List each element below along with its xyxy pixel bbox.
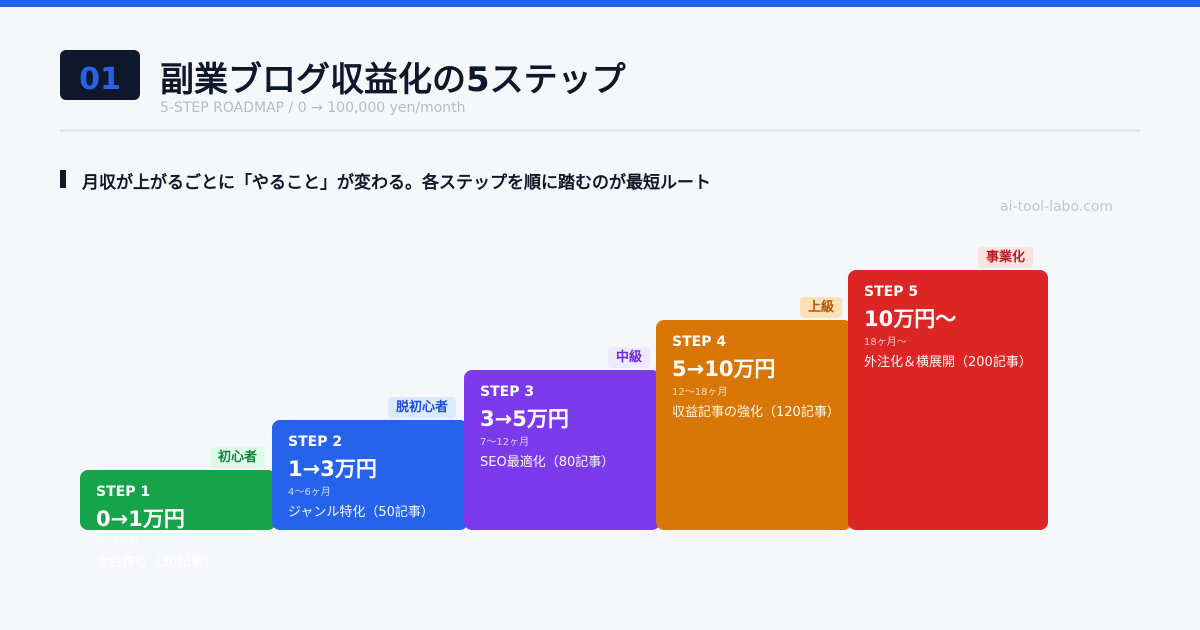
- site-url: ai-tool-labo.com: [1000, 199, 1114, 215]
- step-income-range: 0→1万円: [96, 507, 185, 531]
- lead-text: 月収が上がるごとに「やること」が変わる。各ステップを順に踏むのが最短ルート: [82, 173, 711, 193]
- step-label: STEP 4: [672, 334, 727, 350]
- section-number-badge: 01: [60, 50, 140, 100]
- level-badge-step-4: 上級: [800, 297, 843, 318]
- level-badge-step-3: 中級: [608, 347, 651, 368]
- step-4-block: STEP 4 5→10万円 12〜18ヶ月 収益記事の強化（120記事）: [656, 320, 852, 530]
- step-task: ジャンル特化（50記事）: [288, 505, 434, 520]
- lead-marker: [60, 170, 66, 188]
- step-task: 外注化＆横展開（200記事）: [864, 355, 1032, 370]
- step-income-range: 1→3万円: [288, 457, 377, 481]
- step-task: 土台作り（30記事）: [96, 555, 217, 570]
- step-5-block: STEP 5 10万円〜 18ヶ月〜 外注化＆横展開（200記事）: [848, 270, 1048, 530]
- step-task: SEO最適化（80記事）: [480, 455, 615, 470]
- step-label: STEP 1: [96, 484, 151, 500]
- step-duration: 4〜6ヶ月: [288, 487, 331, 498]
- step-3-block: STEP 3 3→5万円 7〜12ヶ月 SEO最適化（80記事）: [464, 370, 660, 530]
- step-income-range: 10万円〜: [864, 307, 957, 331]
- step-task: 収益記事の強化（120記事）: [672, 405, 840, 420]
- step-duration: 7〜12ヶ月: [480, 437, 530, 448]
- level-badge-step-2: 脱初心者: [388, 397, 457, 418]
- top-accent-bar: [0, 0, 1200, 7]
- section-number: 01: [79, 61, 121, 97]
- step-label: STEP 3: [480, 384, 535, 400]
- step-label: STEP 5: [864, 284, 919, 300]
- step-2-block: STEP 2 1→3万円 4〜6ヶ月 ジャンル特化（50記事）: [272, 420, 468, 530]
- step-duration: 1〜3ヶ月: [96, 537, 139, 548]
- step-duration: 12〜18ヶ月: [672, 387, 728, 398]
- step-income-range: 3→5万円: [480, 407, 569, 431]
- step-label: STEP 2: [288, 434, 343, 450]
- page-title: 副業ブログ収益化の5ステップ: [160, 60, 626, 100]
- level-badge-step-5: 事業化: [978, 247, 1034, 268]
- step-income-range: 5→10万円: [672, 357, 776, 381]
- step-duration: 18ヶ月〜: [864, 337, 907, 348]
- step-1-block: STEP 1 0→1万円 1〜3ヶ月 土台作り（30記事）: [80, 470, 276, 570]
- page-subtitle: 5-STEP ROADMAP / 0 → 100,000 yen/month: [160, 100, 466, 116]
- header-divider: [60, 129, 1140, 132]
- level-badge-step-1: 初心者: [210, 447, 266, 468]
